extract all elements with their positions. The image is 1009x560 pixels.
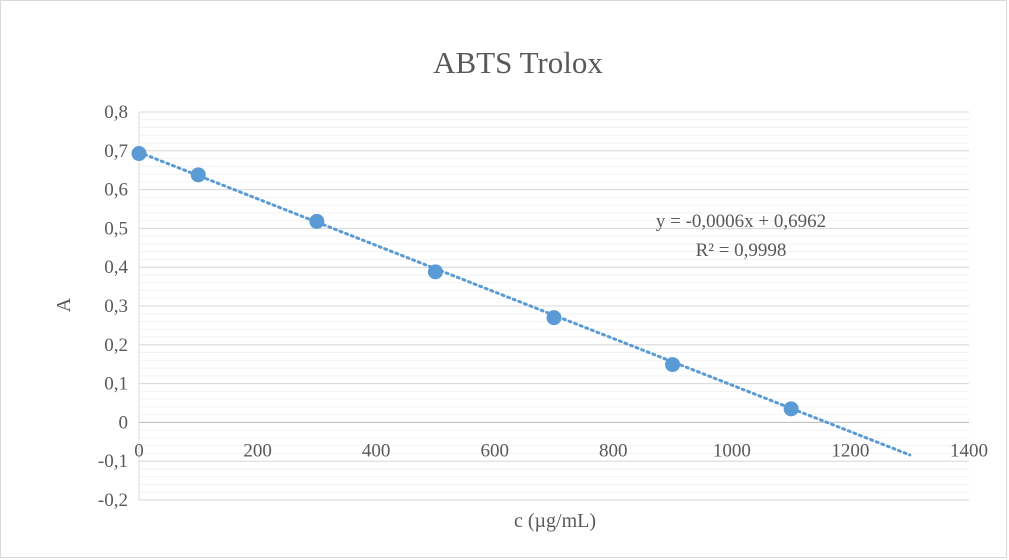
x-tick-label: 1400: [950, 440, 988, 461]
y-tick-label: -0,2: [98, 490, 128, 511]
y-tick-label: 0,2: [104, 335, 128, 356]
tick-labels-layer: -0,2 -0,1 0 0,1 0,2 0,3 0,4 0,5 0,6 0,7 0,8 0 200 400…: [98, 102, 988, 511]
data-point: [131, 146, 147, 162]
x-tick-label: 1200: [831, 440, 869, 461]
trendline: [137, 150, 912, 457]
y-tick-label: 0,3: [104, 296, 128, 317]
x-tick-label: 600: [480, 440, 509, 461]
x-tick-label: 400: [362, 440, 391, 461]
x-tick-label: 200: [243, 440, 272, 461]
chart-title: ABTS Trolox: [433, 45, 603, 80]
data-point: [783, 401, 799, 417]
data-point: [190, 167, 206, 183]
trendline-layer: [137, 150, 912, 457]
trendline-r-squared: R² = 0,9998: [696, 240, 787, 261]
data-point: [665, 357, 681, 373]
y-tick-label: 0,1: [104, 374, 128, 395]
y-tick-label: -0,1: [98, 451, 128, 472]
x-axis-title: c (µg/mL): [514, 510, 596, 532]
y-tick-label: 0,8: [104, 102, 128, 123]
y-tick-label: 0,6: [104, 180, 128, 201]
y-tick-label: 0: [119, 412, 129, 433]
y-tick-label: 0,7: [104, 141, 128, 162]
data-point: [427, 264, 443, 280]
axis-layer: [138, 112, 969, 500]
x-tick-label: 800: [599, 440, 628, 461]
grid-layer: [139, 111, 969, 501]
trendline-equation: y = -0,0006x + 0,6962: [656, 211, 826, 232]
data-point: [309, 213, 325, 229]
y-tick-label: 0,4: [104, 257, 128, 278]
x-tick-label: 0: [134, 440, 144, 461]
x-tick-label: 1000: [713, 440, 751, 461]
data-point: [546, 310, 562, 326]
y-axis-title: A: [53, 297, 75, 312]
y-tick-label: 0,5: [104, 218, 128, 239]
data-points-layer: [131, 146, 799, 417]
